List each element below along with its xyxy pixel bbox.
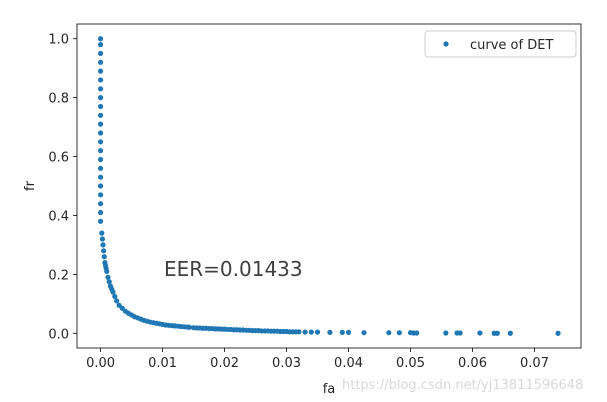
det-point <box>555 330 561 336</box>
y-axis-label: fr <box>23 180 38 191</box>
det-point <box>106 279 112 285</box>
det-point <box>97 112 104 118</box>
legend-label: curve of DET <box>470 38 553 53</box>
legend-box <box>424 30 577 58</box>
det-point <box>114 298 120 304</box>
det-point <box>104 268 110 275</box>
det-point <box>97 77 104 83</box>
det-point <box>414 330 420 336</box>
x-tick-label: 0.00 <box>86 356 115 371</box>
det-point <box>97 139 104 145</box>
y-tick-label: 0.6 <box>48 151 69 166</box>
det-point <box>396 330 402 336</box>
det-point <box>99 236 106 242</box>
plot-area <box>76 23 582 349</box>
y-axis-ticks: 0.0 0.2 0.4 0.6 0.8 1.0 <box>48 33 77 342</box>
det-point <box>507 330 513 336</box>
det-point <box>457 330 463 336</box>
det-point <box>97 121 104 127</box>
det-point <box>302 329 308 335</box>
det-point <box>105 274 111 280</box>
det-point <box>101 254 107 260</box>
det-point <box>97 156 104 163</box>
det-point <box>186 324 192 330</box>
det-point <box>477 330 483 336</box>
det-points <box>97 36 561 336</box>
det-point <box>97 95 104 101</box>
det-point <box>339 329 345 335</box>
x-tick-label: 0.01 <box>148 356 177 371</box>
det-point <box>97 86 104 92</box>
det-point <box>97 148 104 154</box>
det-point <box>494 330 500 336</box>
det-point <box>97 183 104 189</box>
x-axis-label: fa <box>323 382 336 397</box>
det-point <box>314 329 321 335</box>
x-tick-label: 0.06 <box>458 356 487 371</box>
det-point <box>308 329 314 335</box>
det-point <box>97 68 104 74</box>
y-tick-label: 0.2 <box>48 268 69 283</box>
det-point <box>97 201 104 207</box>
det-point <box>99 230 105 236</box>
det-point <box>443 330 449 336</box>
y-tick-label: 0.0 <box>48 327 69 342</box>
x-axis-ticks: 0.00 0.01 0.02 0.03 0.04 0.05 0.06 0.07 <box>86 348 549 371</box>
det-point <box>296 329 302 335</box>
det-point <box>361 330 367 336</box>
det-point <box>97 174 104 180</box>
det-point <box>327 329 333 335</box>
eer-annotation: EER=0.01433 <box>164 257 303 281</box>
x-tick-label: 0.05 <box>396 356 425 371</box>
legend-marker <box>443 41 449 47</box>
det-point <box>97 209 104 216</box>
x-tick-label: 0.03 <box>272 356 301 371</box>
x-tick-label: 0.07 <box>520 356 549 371</box>
det-point <box>97 42 104 48</box>
watermark: https://blog.csdn.net/yj13811596648 <box>342 378 583 393</box>
y-tick-label: 0.4 <box>48 209 69 224</box>
det-point <box>97 218 104 224</box>
det-point <box>345 329 352 335</box>
x-tick-label: 0.02 <box>210 356 239 371</box>
y-tick-label: 1.0 <box>48 33 69 48</box>
legend: curve of DET <box>424 30 577 58</box>
det-point <box>100 242 106 248</box>
x-tick-label: 0.04 <box>334 356 363 371</box>
det-point <box>110 289 116 295</box>
det-point <box>97 59 104 65</box>
det-point <box>97 50 104 57</box>
det-point <box>97 165 104 171</box>
det-point <box>112 293 118 300</box>
det-point <box>97 103 104 110</box>
det-point <box>97 192 104 198</box>
y-tick-label: 0.8 <box>48 92 69 107</box>
det-point <box>97 130 104 136</box>
det-point <box>101 248 107 254</box>
det-point <box>97 36 104 42</box>
det-point <box>386 330 392 336</box>
